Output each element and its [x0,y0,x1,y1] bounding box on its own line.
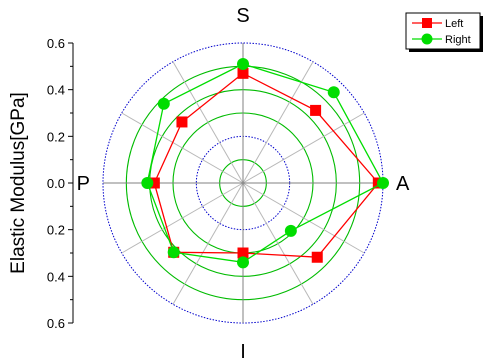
grid-spoke [242,182,314,305]
legend-marker-right [421,33,433,45]
legend: Left Right [405,12,483,52]
direction-label-a: A [396,173,410,195]
grid-spoke [172,182,244,305]
value-axis-tick-label: 0.4 [47,83,65,98]
data-point-right [157,97,170,110]
y-axis-label: Elastic Modulus[GPa] [8,92,29,274]
data-point-right [237,58,249,70]
direction-label-s: S [236,5,249,27]
direction-label-i: I [240,341,246,360]
data-point-right [141,177,154,189]
series-line-left [153,72,380,258]
legend-items: Left Right [412,18,471,46]
legend-box [405,12,481,50]
legend-label-left: Left [445,18,463,30]
data-point-left [176,116,188,128]
grid-spoke [242,182,365,254]
data-point-right [284,224,297,237]
legend-label-right: Right [445,34,471,46]
data-point-left [237,67,249,79]
series-line-right [146,63,384,263]
value-axis-tick-label: 0.2 [47,223,65,238]
grid-spoke [172,61,244,184]
grid-spoke [121,112,244,184]
data-point-left [311,251,323,263]
data-point-left [310,104,322,116]
data-point-right [167,246,180,259]
direction-label-p: P [77,173,90,195]
data-point-left [148,177,160,189]
value-axis-tick-label: 0.2 [47,129,65,144]
value-axis-tick-label: 0.6 [47,316,65,331]
data-point-right [327,86,340,99]
value-axis-tick-label: 0.0 [47,176,65,191]
value-axis-tick-label: 0.4 [47,269,65,284]
data-point-left [237,247,249,259]
data-point-right [377,177,389,189]
grid-spoke [242,61,314,184]
vertical-value-axis: 0.6 0.4 0.2 0.0 0.2 0.4 0.6 [47,36,74,331]
grid-spoke [242,112,365,184]
angular-grid-spokes [121,61,365,305]
data-point-right [237,256,249,269]
legend-marker-left [422,18,432,28]
value-axis-tick-label: 0.6 [47,36,65,51]
grid-spoke [121,182,244,254]
series-layer [141,58,389,269]
